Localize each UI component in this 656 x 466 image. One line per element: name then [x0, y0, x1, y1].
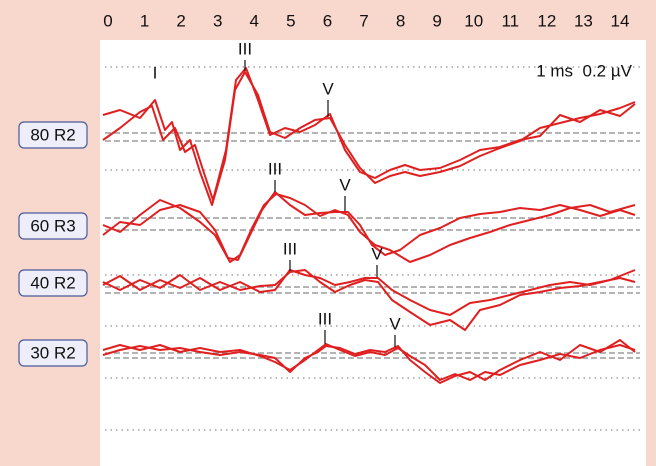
x-tick-label: 12 — [537, 11, 556, 30]
trace-label: 40 R2 — [30, 273, 75, 292]
peak-label: I — [153, 63, 158, 82]
waveforms — [102, 67, 636, 384]
peak-label: V — [389, 314, 401, 333]
dotted-lines — [105, 66, 640, 431]
x-tick-label: 7 — [359, 11, 368, 30]
x-tick-label: 6 — [323, 11, 332, 30]
peak-label: III — [238, 39, 252, 58]
peak-label: V — [339, 175, 351, 194]
x-tick-label: 3 — [213, 11, 222, 30]
peak-label: III — [268, 159, 282, 178]
peak-label: III — [318, 309, 332, 328]
x-tick-label: 1 — [140, 11, 149, 30]
trace-labels: 80 R2 60 R3 40 R2 30 R2 — [18, 121, 88, 367]
x-tick-label: 8 — [396, 11, 405, 30]
peak-label: III — [283, 239, 297, 258]
x-tick-label: 11 — [501, 11, 519, 30]
plot-area — [100, 40, 646, 466]
trace-label: 60 R3 — [30, 216, 75, 235]
baselines — [105, 132, 640, 359]
x-tick-label: 14 — [611, 11, 630, 30]
peak-label: V — [371, 244, 383, 263]
x-tick-label: 4 — [250, 11, 259, 30]
label-box — [18, 212, 88, 240]
x-tick-label: 2 — [176, 11, 185, 30]
peak-labels: I III V III V III V III V — [153, 39, 401, 347]
label-box — [18, 121, 88, 149]
label-box — [18, 269, 88, 297]
trace-label: 30 R2 — [30, 343, 75, 362]
x-tick-label: 10 — [464, 11, 483, 30]
trace-label: 80 R2 — [30, 125, 75, 144]
peak-label: V — [322, 79, 334, 98]
x-tick-label: 9 — [432, 11, 441, 30]
x-tick-label: 0 — [103, 11, 112, 30]
x-axis: 0 1 2 3 4 5 6 7 8 9 10 11 12 13 14 — [103, 11, 629, 30]
label-box — [18, 339, 88, 367]
x-tick-label: 13 — [574, 11, 593, 30]
scale-label: 1 ms 0.2 µV — [536, 61, 632, 80]
x-tick-label: 5 — [286, 11, 295, 30]
